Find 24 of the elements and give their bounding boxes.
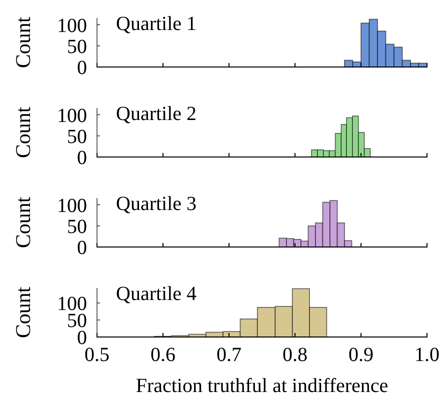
x-tick-label: 0.9 [348, 344, 374, 366]
chart-title: Quartile 1 [116, 13, 197, 35]
y-tick-label: 0 [77, 57, 87, 79]
y-tick-label: 50 [67, 126, 87, 148]
x-tick-label: 0.5 [84, 344, 110, 366]
y-tick-label: 100 [57, 104, 87, 127]
y-tick-label: 50 [67, 36, 87, 58]
x-tick-label: 0.6 [150, 344, 176, 366]
x-tick-label: 1.0 [414, 344, 440, 366]
x-tick-label: 0.8 [282, 344, 308, 366]
y-axis-title: Count [11, 16, 35, 68]
y-tick-label: 50 [67, 216, 87, 238]
y-tick-label: 0 [77, 237, 87, 259]
chart-title: Quartile 4 [116, 283, 197, 305]
y-tick-label: 100 [57, 194, 87, 217]
y-axis-title: Count [11, 196, 35, 248]
y-tick-label: 100 [57, 14, 87, 37]
x-tick-label: 0.7 [216, 344, 242, 366]
x-axis-title: Fraction truthful at indifference [136, 375, 388, 397]
chart-title: Quartile 2 [116, 103, 197, 125]
y-axis-title: Count [11, 106, 35, 158]
chart-title: Quartile 3 [116, 193, 197, 215]
y-tick-label: 0 [77, 147, 87, 169]
y-axis-title: Count [11, 286, 35, 338]
